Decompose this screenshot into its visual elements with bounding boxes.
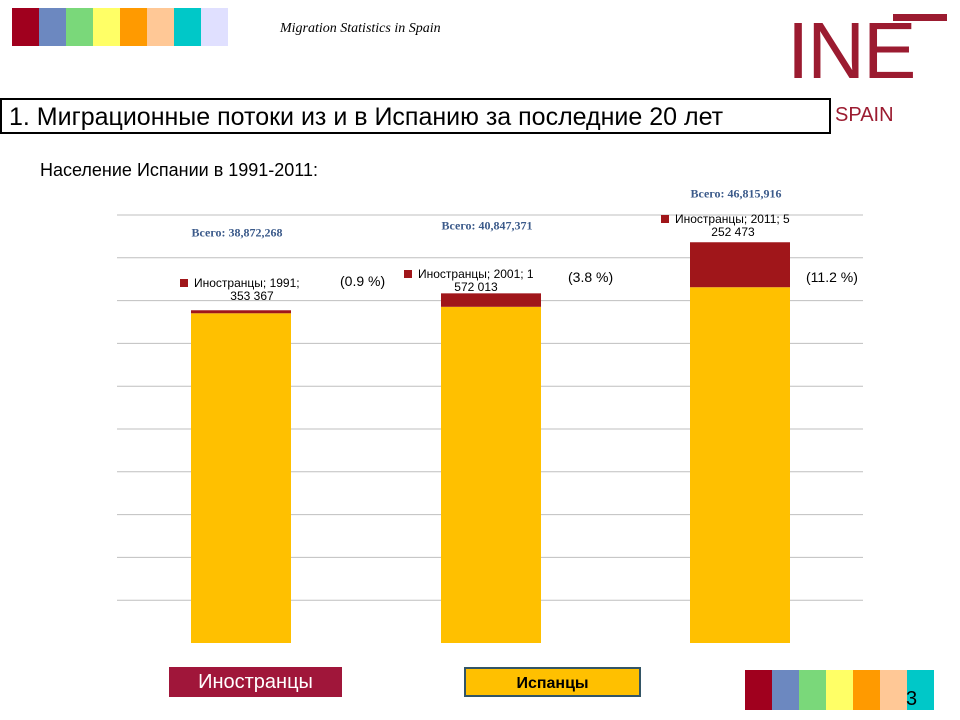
bar-spanish-2001 bbox=[441, 306, 541, 643]
header-title: Migration Statistics in Spain bbox=[280, 21, 441, 36]
top-color-strip bbox=[12, 8, 228, 46]
foreign-label-1991-line2: 353 367 bbox=[230, 289, 274, 303]
label-key-2011 bbox=[661, 215, 669, 223]
color-swatch bbox=[880, 670, 907, 710]
label-key-2001 bbox=[404, 270, 412, 278]
foreign-label-2011-line2: 252 473 bbox=[711, 225, 755, 239]
bar-foreign-2011 bbox=[690, 242, 790, 288]
color-swatch bbox=[745, 670, 772, 710]
label-key-1991 bbox=[180, 279, 188, 287]
color-swatch bbox=[174, 8, 201, 46]
bar-foreign-2001 bbox=[441, 293, 541, 307]
logo-macron bbox=[893, 14, 947, 21]
chart-subtitle: Население Испании в 1991-2011: bbox=[40, 160, 318, 180]
foreign-label-2011-line1: Иностранцы; 2011; 5 bbox=[675, 212, 790, 226]
color-swatch bbox=[201, 8, 228, 46]
total-label-1991: Всего: 38,872,268 bbox=[192, 225, 283, 239]
legend-foreign: Иностранцы bbox=[169, 667, 342, 697]
logo-subtitle: SPAIN bbox=[835, 104, 894, 126]
color-swatch bbox=[826, 670, 853, 710]
bar-foreign-1991 bbox=[191, 310, 291, 314]
ine-logo: INE bbox=[787, 6, 952, 96]
foreign-label-2001-line1: Иностранцы; 2001; 1 bbox=[418, 267, 534, 281]
color-swatch bbox=[93, 8, 120, 46]
total-label-2001: Всего: 40,847,371 bbox=[442, 218, 533, 232]
color-swatch bbox=[907, 670, 934, 710]
color-swatch bbox=[120, 8, 147, 46]
color-swatch bbox=[39, 8, 66, 46]
color-swatch bbox=[147, 8, 174, 46]
color-swatch bbox=[66, 8, 93, 46]
section-title: 1. Миграционные потоки из и в Испанию за… bbox=[0, 98, 831, 134]
bottom-color-strip bbox=[745, 670, 934, 710]
total-label-2011: Всего: 46,815,916 bbox=[691, 186, 782, 200]
color-swatch bbox=[12, 8, 39, 46]
color-swatch bbox=[799, 670, 826, 710]
share-label-1991: (0.9 %) bbox=[340, 273, 385, 289]
legend-spanish: Испанцы bbox=[464, 667, 641, 697]
bar-spanish-2011 bbox=[690, 287, 790, 643]
color-swatch bbox=[772, 670, 799, 710]
color-swatch bbox=[853, 670, 880, 710]
share-label-2011: (11.2 %) bbox=[806, 269, 858, 285]
page-number: 3 bbox=[906, 688, 918, 710]
foreign-label-1991-line1: Иностранцы; 1991; bbox=[194, 276, 300, 290]
bar-spanish-1991 bbox=[191, 313, 291, 643]
share-label-2001: (3.8 %) bbox=[568, 269, 613, 285]
foreign-label-2001-line2: 572 013 bbox=[454, 280, 498, 294]
